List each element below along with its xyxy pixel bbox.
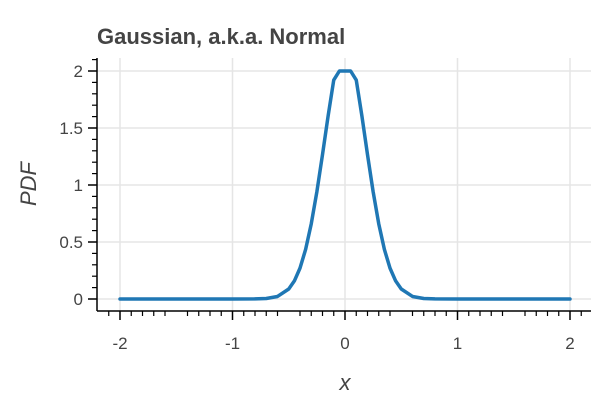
chart-title: Gaussian, a.k.a. Normal <box>97 24 345 49</box>
x-tick-label: 2 <box>565 334 574 353</box>
y-tick-label: 0 <box>74 290 83 309</box>
y-tick-label: 0.5 <box>59 233 83 252</box>
ticks: -2 -1 0 1 2 0 0.5 1 1.5 2 <box>59 58 582 353</box>
x-tick-label: 1 <box>453 334 462 353</box>
y-tick-label: 1 <box>74 176 83 195</box>
x-tick-label: -2 <box>112 334 127 353</box>
x-tick-label: -1 <box>225 334 240 353</box>
y-tick-label: 2 <box>74 62 83 81</box>
grid <box>97 58 591 311</box>
series-layer <box>118 69 572 301</box>
x-tick-label: 0 <box>340 334 349 353</box>
x-axis-label: x <box>339 370 352 395</box>
gaussian-curve <box>118 69 572 301</box>
y-axis-label: PDF <box>16 160 41 206</box>
y-tick-label: 1.5 <box>59 119 83 138</box>
